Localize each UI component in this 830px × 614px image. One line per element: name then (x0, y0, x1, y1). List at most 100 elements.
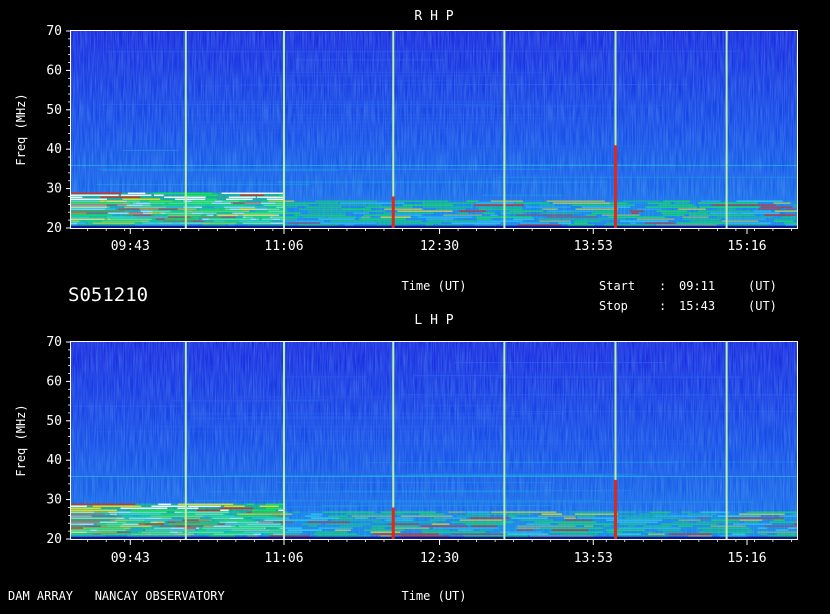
band-segment (688, 513, 715, 515)
noise-streak (350, 502, 753, 503)
noise-streak (224, 475, 647, 476)
band-segment (736, 200, 782, 202)
band-segment (215, 208, 230, 210)
noise-striation (407, 31, 408, 228)
band-segment (140, 515, 174, 517)
band-segment (547, 200, 605, 202)
band-segment (222, 193, 284, 195)
band-segment (558, 523, 614, 525)
band-segment (630, 222, 636, 224)
band-segment (757, 531, 797, 533)
band-segment (623, 200, 659, 202)
band-segment (650, 511, 671, 513)
band-segment (188, 506, 221, 508)
band-segment (538, 218, 561, 220)
band-segment (794, 523, 797, 525)
band-segment (606, 529, 645, 531)
band-segment (658, 204, 694, 206)
band-segment (71, 521, 100, 523)
band-segment (558, 222, 571, 224)
band-segment (422, 202, 474, 204)
band-segment (302, 523, 321, 525)
band-segment (726, 222, 771, 224)
burst-spike (392, 507, 395, 539)
band-segment (777, 533, 797, 535)
y-tick-label: 30 (46, 493, 62, 508)
band-segment (71, 220, 79, 222)
band-segment (178, 208, 197, 210)
band-segment (390, 214, 422, 216)
band-segment (71, 193, 122, 195)
band-segment (143, 204, 179, 206)
band-segment (175, 521, 226, 523)
band-segment (288, 529, 322, 531)
band-segment (151, 506, 186, 508)
band-segment (258, 521, 293, 523)
noise-striation (753, 31, 754, 228)
band-segment (209, 218, 251, 220)
band-segment (510, 210, 544, 212)
band-segment (383, 212, 434, 214)
band-segment (178, 531, 224, 533)
band-segment (86, 527, 124, 529)
band-segment (345, 513, 404, 515)
band-segment (700, 206, 760, 208)
band-segment (371, 527, 384, 529)
band-segment (759, 533, 767, 535)
band-segment (378, 222, 441, 224)
band-segment (466, 513, 530, 515)
burst-spike (614, 145, 617, 228)
band-segment (381, 511, 435, 513)
x-tick-label: 13:53 (574, 551, 613, 566)
band-segment (592, 212, 616, 214)
band-segment (308, 210, 361, 212)
band-segment (110, 218, 156, 220)
band-segment (552, 529, 588, 531)
band-segment (71, 527, 83, 529)
band-segment (150, 202, 212, 204)
y-tick-label: 30 (46, 182, 62, 197)
band-segment (71, 200, 99, 202)
band-segment (470, 517, 509, 519)
band-segment (263, 519, 327, 521)
band-segment (582, 206, 630, 208)
band-segment (100, 200, 123, 202)
band-segment (154, 195, 164, 197)
time-marker (283, 31, 285, 228)
band-segment (457, 515, 491, 517)
noise-striation (697, 342, 698, 539)
band-segment (401, 515, 453, 517)
band-segment (512, 517, 548, 519)
band-segment (71, 506, 87, 508)
band-segment (786, 208, 795, 210)
band-segment (646, 206, 698, 208)
band-segment (577, 515, 595, 517)
noise-striation (566, 342, 567, 539)
band-segment (224, 519, 253, 521)
band-segment (434, 517, 467, 519)
band-segment (140, 208, 159, 210)
noise-striation (789, 342, 790, 539)
band-segment (143, 222, 203, 224)
band-segment (231, 525, 285, 527)
band-segment (192, 200, 215, 202)
band-segment (231, 202, 261, 204)
band-segment (239, 220, 269, 222)
band-segment (385, 519, 414, 521)
band-segment (376, 517, 414, 519)
band-segment (520, 222, 549, 224)
band-segment (288, 222, 320, 224)
band-segment (238, 515, 282, 517)
band-segment (384, 208, 422, 210)
band-segment (458, 529, 473, 531)
band-segment (165, 218, 199, 220)
noise-streak (236, 397, 441, 398)
noise-striation (591, 342, 592, 539)
band-segment (542, 208, 558, 210)
band-segment (174, 515, 234, 517)
observation-id: S051210 (68, 284, 148, 306)
band-segment (315, 531, 347, 533)
band-segment (169, 523, 218, 525)
